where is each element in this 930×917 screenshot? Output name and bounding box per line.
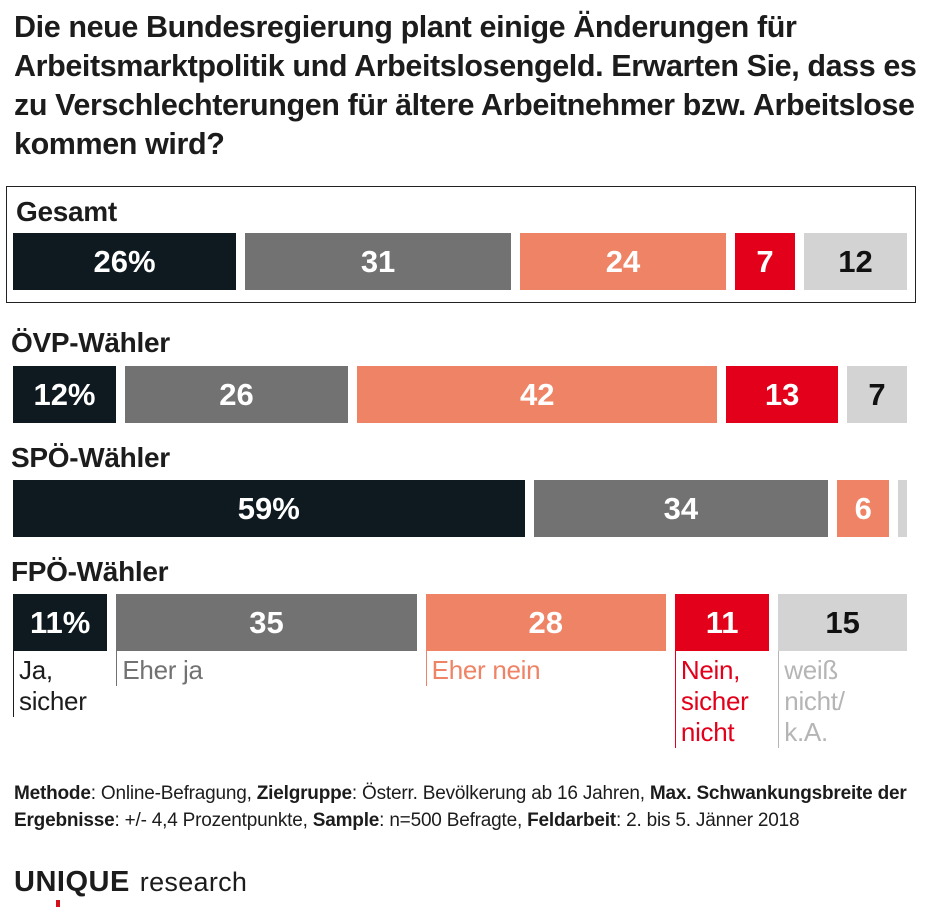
bar-segment-0-0: 26% [13, 233, 237, 290]
bar-segment-3-4: 15 [778, 594, 907, 651]
logo-sub-text: research [139, 867, 248, 897]
feldarbeit-value: : 2. bis 5. Jänner 2018 [615, 810, 800, 831]
bar-segment-0-1: 31 [245, 233, 512, 290]
group-label-0: Gesamt [16, 196, 117, 227]
bar-segment-2-2: 6 [837, 480, 890, 537]
bar-segment-1-3: 13 [726, 366, 838, 423]
bar-segment-3-3: 11 [674, 594, 770, 651]
legend-line: nicht [680, 717, 735, 747]
bar-segment-3-2: 28 [425, 594, 666, 651]
legend-line: Nein, [680, 655, 741, 685]
legend-line: Ja, [19, 655, 53, 685]
legend-line: k.A. [784, 717, 828, 747]
bar-segment-0-4: 12 [804, 233, 907, 290]
feldarbeit-label: Feldarbeit [527, 810, 616, 831]
chart-title: Die neue Bundesregierung plant einige Än… [14, 10, 917, 161]
legend-item-4: weiß nicht/k.A. [778, 651, 845, 748]
logo-accent-mark [56, 900, 60, 907]
bar-segment-2-4 [898, 480, 907, 537]
bar-segment-2-0: 59% [13, 480, 525, 537]
schwankung-value: : +/- 4,4 Prozentpunkte, [114, 810, 313, 831]
group-label-3: FPÖ-Wähler [11, 556, 169, 587]
unique-research-logo: UNIQUE research [14, 866, 248, 907]
zielgruppe-label: Zielgruppe [256, 783, 352, 804]
bar-segment-1-1: 26 [124, 366, 349, 423]
bar-segment-0-3: 7 [734, 233, 796, 290]
legend-line: sicher [19, 686, 87, 716]
bar-segment-1-0: 12% [13, 366, 116, 423]
legend-line: weiß [784, 655, 838, 685]
bar-segment-1-2: 42 [357, 366, 718, 423]
logo-main-text: UNIQUE [14, 866, 130, 898]
bar-segment-3-1: 35 [116, 594, 417, 651]
sample-label: Sample [312, 810, 380, 831]
legend-line: sicher [680, 686, 749, 716]
bar-segment-3-0: 11% [13, 594, 108, 651]
methode-value: : Online-Befragung, [90, 783, 257, 804]
legend-line: Eher nein [431, 655, 541, 685]
methodology-note: Methode: Online-Befragung, Zielgruppe: Ö… [14, 780, 919, 834]
gesamt-frame [6, 186, 916, 303]
legend-item-0: Ja, sicher [13, 651, 87, 717]
group-label-2: SPÖ-Wähler [11, 442, 170, 473]
bar-segment-2-1: 34 [533, 480, 829, 537]
methode-label: Methode [14, 783, 91, 804]
bar-segment-1-4: 7 [846, 366, 907, 423]
sample-value: : n=500 Befragte, [379, 810, 528, 831]
zielgruppe-value: : Österr. Bevölkerung ab 16 Jahren, [351, 783, 650, 804]
legend-item-2: Eher nein [425, 651, 541, 686]
legend-line: Eher ja [122, 655, 203, 685]
group-label-1: ÖVP-Wähler [11, 327, 170, 358]
legend-item-1: Eher ja [116, 651, 203, 686]
bar-segment-0-2: 24 [520, 233, 726, 290]
legend-line: nicht/ [784, 686, 845, 716]
schwankung-label: Max. Schwankungsbreite der Ergebnisse [14, 783, 907, 831]
legend-item-3: Nein, sicher nicht [674, 651, 749, 748]
